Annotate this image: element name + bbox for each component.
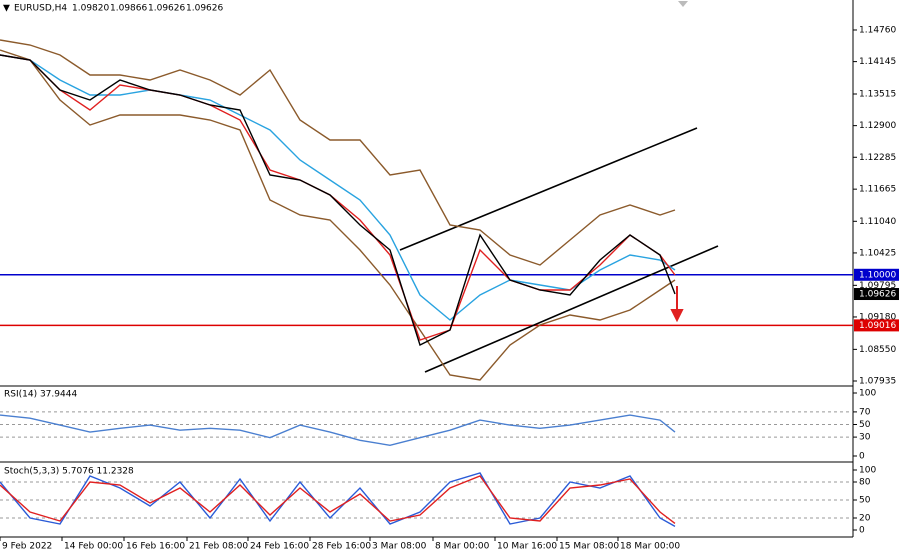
y-tick-label: 1.11040 bbox=[859, 217, 896, 227]
header-low: 1.09626 bbox=[148, 4, 185, 14]
y-tick-label: 1.11665 bbox=[859, 185, 896, 195]
y-tick-label: 1.09180 bbox=[859, 312, 896, 322]
series-line bbox=[0, 39, 676, 266]
price-tag bbox=[854, 268, 899, 281]
y-tick-label: 100 bbox=[859, 466, 876, 476]
price-tag bbox=[854, 319, 899, 332]
price-tag bbox=[854, 288, 899, 301]
x-tick-label: 28 Feb 16:00 bbox=[312, 542, 371, 552]
header-arrow: ▼ bbox=[3, 4, 10, 14]
x-tick-label: 15 Mar 08:00 bbox=[559, 542, 619, 552]
series-line bbox=[0, 475, 676, 524]
series-line bbox=[0, 414, 676, 447]
y-tick-label: 1.12285 bbox=[859, 153, 896, 163]
y-tick-label: 1.13515 bbox=[859, 90, 896, 100]
y-tick-label: 1.08550 bbox=[859, 345, 896, 355]
y-tick-label: 1.09795 bbox=[859, 281, 896, 291]
price-tag-label: 1.10000 bbox=[859, 270, 896, 280]
header-close: 1.09626 bbox=[186, 4, 223, 14]
x-tick-label: 3 Mar 08:00 bbox=[372, 542, 427, 552]
price-tag-label: 1.09626 bbox=[859, 290, 896, 300]
y-tick-label: 1.14760 bbox=[859, 25, 896, 35]
header-high: 1.09866 bbox=[110, 4, 147, 14]
y-tick-label: 0 bbox=[859, 526, 865, 536]
y-tick-label: 1.07935 bbox=[859, 376, 896, 386]
header-open: 1.09820 bbox=[72, 4, 109, 14]
x-tick-label: 9 Feb 2022 bbox=[2, 542, 52, 552]
x-tick-label: 10 Mar 16:00 bbox=[497, 542, 557, 552]
x-tick-label: 21 Feb 08:00 bbox=[189, 542, 248, 552]
y-tick-label: 80 bbox=[859, 478, 871, 488]
y-tick-label: 1.14145 bbox=[859, 57, 896, 67]
price-tag-label: 1.09016 bbox=[859, 321, 896, 331]
header-symbol: EURUSD,H4 bbox=[14, 4, 67, 14]
series-line bbox=[0, 54, 676, 346]
y-tick-label: 1.10425 bbox=[859, 248, 896, 258]
x-tick-label: 24 Feb 16:00 bbox=[250, 542, 309, 552]
y-tick-label: 70 bbox=[859, 407, 871, 417]
panel-title: Stoch(5,3,3) 5.7076 11.2328 bbox=[4, 467, 134, 477]
x-tick-label: 8 Mar 00:00 bbox=[435, 542, 490, 552]
y-tick-label: 1.12900 bbox=[859, 121, 896, 131]
x-tick-label: 18 Mar 00:00 bbox=[620, 542, 680, 552]
series-line bbox=[0, 54, 676, 341]
y-tick-label: 50 bbox=[859, 496, 871, 506]
channel-line bbox=[399, 127, 698, 251]
y-tick-label: 50 bbox=[859, 420, 871, 430]
y-tick-label: 100 bbox=[859, 389, 876, 399]
scroll-icon[interactable] bbox=[678, 1, 688, 7]
panel-title: RSI(14) 37.9444 bbox=[4, 390, 77, 400]
series-line bbox=[0, 49, 676, 381]
y-tick-label: 0 bbox=[859, 452, 865, 462]
y-tick-label: 20 bbox=[859, 514, 871, 524]
down-arrow bbox=[670, 286, 684, 323]
x-tick-label: 14 Feb 00:00 bbox=[64, 542, 123, 552]
y-tick-label: 30 bbox=[859, 433, 871, 443]
x-tick-label: 16 Feb 16:00 bbox=[126, 542, 185, 552]
